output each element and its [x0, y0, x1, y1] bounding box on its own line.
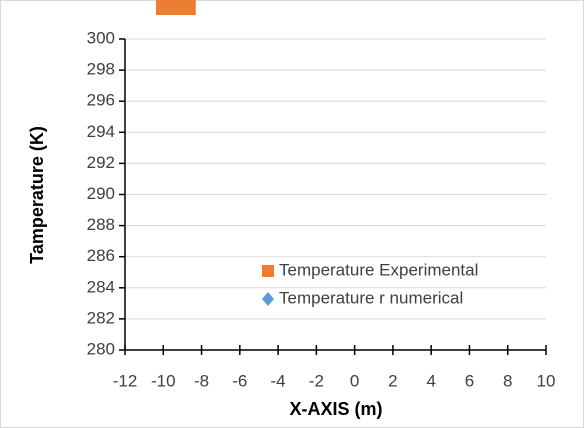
x-axis-label: X-AXIS (m) [289, 399, 382, 419]
y-tick-label: 300 [87, 28, 115, 47]
y-tick-label: 288 [87, 215, 115, 234]
x-tick-label: -2 [309, 371, 324, 390]
legend-label: Temperature Experimental [279, 260, 478, 279]
x-tick-label: 6 [465, 371, 474, 390]
x-tick-label: 10 [537, 371, 556, 390]
y-axis-label: Tamperature (K) [27, 126, 47, 264]
x-tick-label: 0 [350, 371, 359, 390]
x-tick-label: -4 [271, 371, 286, 390]
point [165, 0, 181, 15]
y-tick-label: 280 [87, 339, 115, 358]
y-tick-label: 298 [87, 60, 115, 79]
y-tick-label: 284 [87, 277, 115, 296]
x-tick-label: -8 [194, 371, 209, 390]
y-tick-label: 286 [87, 246, 115, 265]
y-tick-label: 292 [87, 153, 115, 172]
x-tick-label: -10 [151, 371, 176, 390]
y-tick-label: 290 [87, 184, 115, 203]
x-tick-label: -12 [113, 371, 138, 390]
legend-marker [262, 265, 274, 277]
x-tick-label: -6 [232, 371, 247, 390]
legend-marker [262, 292, 274, 306]
y-tick-label: 296 [87, 91, 115, 110]
legend-label: Temperature r numerical [279, 288, 463, 307]
y-tick-label: 294 [87, 122, 115, 141]
x-tick-label: 4 [426, 371, 435, 390]
x-tick-label: 2 [388, 371, 397, 390]
x-tick-label: 8 [503, 371, 512, 390]
y-tick-label: 282 [87, 308, 115, 327]
